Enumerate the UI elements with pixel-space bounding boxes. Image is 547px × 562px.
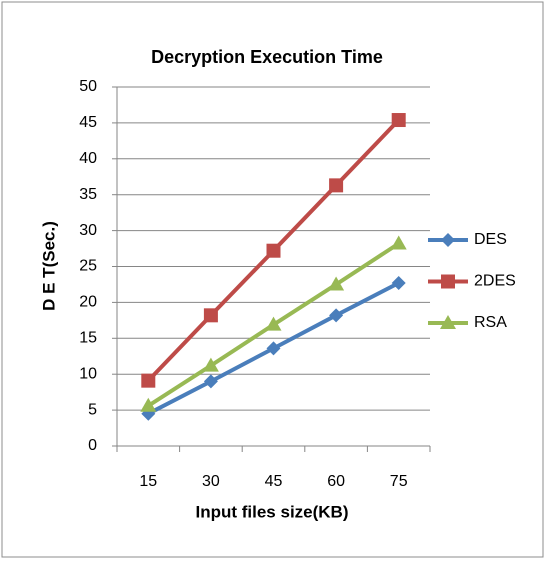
y-tick-label: 45 (79, 114, 97, 131)
marker (390, 235, 407, 250)
y-tick-label: 10 (79, 365, 97, 382)
x-tick-label: 15 (139, 473, 157, 490)
y-tick-label: 30 (79, 222, 97, 239)
marker (391, 113, 406, 128)
y-tick-label: 25 (79, 258, 97, 275)
y-tick-label: 15 (79, 330, 97, 347)
marker (140, 397, 157, 412)
chart-title: Decryption Execution Time (151, 47, 383, 67)
y-axis-title: D E T(Sec.) (39, 221, 58, 311)
marker (141, 373, 156, 388)
y-tick-label: 0 (88, 437, 97, 454)
legend-label: 2DES (474, 273, 516, 290)
y-tick-label: 40 (79, 150, 97, 167)
legend-label: DES (474, 231, 507, 248)
marker (329, 178, 344, 193)
marker (328, 276, 345, 291)
marker (441, 233, 455, 247)
x-tick-label: 75 (390, 473, 408, 490)
marker (391, 276, 406, 291)
marker (202, 357, 219, 372)
x-axis-title: Input files size(KB) (195, 502, 348, 521)
marker (329, 308, 344, 323)
marker (266, 341, 281, 356)
marker (203, 374, 218, 389)
y-tick-label: 20 (79, 294, 97, 311)
marker (440, 315, 456, 329)
y-tick-label: 35 (79, 186, 97, 203)
marker (266, 243, 281, 258)
y-tick-label: 50 (79, 78, 97, 95)
marker (203, 308, 218, 323)
marker (265, 316, 282, 331)
x-tick-label: 60 (327, 473, 345, 490)
marker (441, 274, 455, 289)
x-tick-label: 30 (202, 473, 220, 490)
legend-label: RSA (474, 314, 507, 331)
y-tick-label: 5 (88, 401, 97, 418)
x-tick-label: 45 (265, 473, 283, 490)
